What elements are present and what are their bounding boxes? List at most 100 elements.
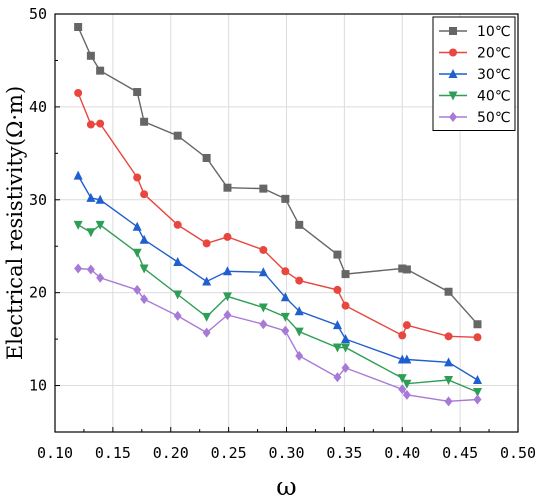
- data-point: [402, 379, 412, 389]
- data-point: [398, 264, 407, 273]
- data-point: [86, 51, 95, 60]
- data-point: [259, 184, 268, 193]
- y-tick-label: 10: [29, 377, 47, 395]
- data-point: [402, 265, 411, 274]
- series-group: [73, 220, 482, 398]
- legend-label: 30℃: [477, 67, 511, 83]
- data-point: [444, 357, 454, 367]
- data-point: [473, 333, 482, 342]
- data-point: [444, 396, 453, 407]
- data-point: [139, 234, 149, 244]
- data-point: [341, 301, 350, 310]
- legend-marker: [448, 69, 458, 78]
- data-point: [402, 321, 411, 330]
- legend-item: 50℃: [439, 110, 511, 126]
- data-point: [95, 220, 105, 230]
- data-point: [332, 343, 342, 353]
- data-point: [280, 292, 290, 302]
- data-point: [202, 153, 211, 162]
- data-point: [96, 272, 105, 283]
- data-point: [173, 131, 182, 140]
- series-group: [73, 170, 482, 384]
- x-tick-label: 0.35: [326, 444, 362, 462]
- data-point: [74, 263, 83, 274]
- data-point: [202, 312, 212, 322]
- data-point: [223, 309, 232, 320]
- data-point: [86, 228, 96, 238]
- data-point: [132, 221, 142, 231]
- data-point: [341, 334, 351, 344]
- y-axis-title: Electrical resistivity(Ω·m): [3, 86, 27, 360]
- data-point: [444, 332, 453, 341]
- data-point: [223, 183, 232, 192]
- data-point: [397, 374, 407, 384]
- data-point: [202, 276, 212, 286]
- legend-marker: [449, 112, 457, 122]
- data-point: [281, 194, 290, 203]
- data-point: [402, 389, 411, 400]
- x-tick-label: 0.15: [95, 444, 131, 462]
- series-group: [74, 88, 482, 342]
- x-tick-label: 0.50: [500, 444, 536, 462]
- legend: 10℃ 20℃ 30℃ 40℃ 50℃: [432, 16, 516, 131]
- data-point: [202, 327, 211, 338]
- legend-item: 30℃: [439, 67, 511, 83]
- data-point: [444, 287, 453, 296]
- data-point: [280, 312, 290, 322]
- legend-label: 50℃: [477, 110, 511, 126]
- x-axis-title: ω: [276, 472, 296, 500]
- data-point: [140, 294, 149, 305]
- data-point: [133, 284, 142, 295]
- y-tick-label: 20: [29, 284, 47, 302]
- data-point: [333, 250, 342, 259]
- series-line: [77, 175, 478, 381]
- legend-marker: [449, 48, 457, 57]
- data-point: [86, 264, 95, 275]
- data-point: [139, 264, 149, 274]
- data-point: [86, 192, 96, 202]
- data-point: [86, 120, 95, 129]
- data-point: [294, 306, 304, 316]
- data-point: [95, 194, 105, 204]
- data-point: [398, 384, 407, 395]
- data-point: [96, 119, 105, 128]
- data-point: [73, 170, 83, 180]
- x-tick-label: 0.10: [37, 444, 73, 462]
- data-point: [96, 66, 105, 75]
- data-point: [341, 362, 350, 373]
- data-point: [173, 220, 182, 229]
- data-point: [444, 375, 454, 385]
- x-tick-label: 0.25: [211, 444, 247, 462]
- x-tick-label: 0.45: [442, 444, 478, 462]
- legend-marker: [448, 91, 458, 101]
- x-tick-label: 0.30: [268, 444, 304, 462]
- series-line: [77, 92, 478, 338]
- data-point: [398, 331, 407, 340]
- x-tick-label: 0.40: [384, 444, 420, 462]
- data-point: [472, 374, 482, 384]
- data-point: [402, 354, 412, 364]
- data-point: [281, 267, 290, 276]
- data-point: [73, 220, 83, 230]
- data-point: [259, 245, 268, 254]
- x-tick-label: 0.20: [153, 444, 189, 462]
- data-point: [473, 320, 482, 329]
- data-point: [222, 266, 232, 276]
- data-point: [132, 248, 142, 258]
- legend-label: 20℃: [477, 46, 511, 62]
- y-tick-label: 30: [29, 191, 47, 209]
- data-point: [333, 372, 342, 383]
- data-point: [173, 290, 183, 300]
- data-point: [341, 343, 351, 353]
- legend-label: 10℃: [477, 24, 511, 40]
- data-point: [202, 239, 211, 248]
- data-point: [281, 325, 290, 336]
- legend-item: 40℃: [439, 89, 511, 105]
- series-group: [74, 23, 482, 329]
- data-point: [173, 310, 182, 321]
- data-point: [332, 320, 342, 330]
- legend-item: 20℃: [439, 46, 511, 62]
- data-point: [140, 190, 149, 199]
- data-point: [259, 319, 268, 330]
